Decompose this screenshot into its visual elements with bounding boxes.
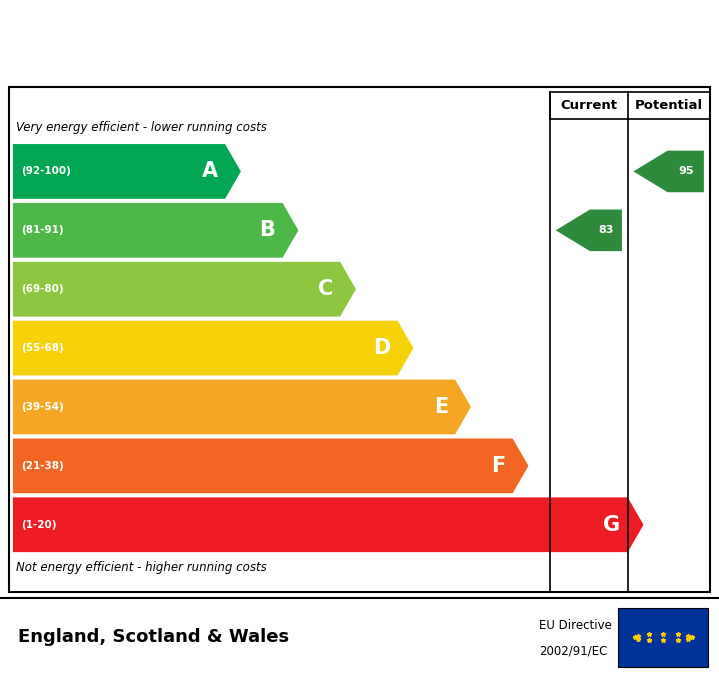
Polygon shape	[13, 262, 356, 316]
Text: E: E	[434, 397, 448, 417]
Text: (39-54): (39-54)	[22, 402, 64, 412]
Text: (92-100): (92-100)	[22, 166, 71, 176]
Text: England, Scotland & Wales: England, Scotland & Wales	[18, 628, 289, 646]
Text: G: G	[603, 514, 620, 535]
Text: 2002/91/EC: 2002/91/EC	[539, 645, 608, 658]
Polygon shape	[13, 439, 528, 493]
Text: Potential: Potential	[635, 99, 702, 112]
Text: (1-20): (1-20)	[22, 520, 57, 530]
Bar	[618, 608, 708, 667]
Text: Energy Efficiency Rating: Energy Efficiency Rating	[18, 28, 420, 55]
Polygon shape	[13, 144, 241, 199]
Text: C: C	[318, 279, 333, 299]
Text: Current: Current	[560, 99, 618, 112]
Polygon shape	[556, 210, 622, 251]
Text: (69-80): (69-80)	[22, 284, 64, 294]
Polygon shape	[633, 151, 704, 192]
Polygon shape	[13, 320, 413, 375]
Text: F: F	[491, 456, 505, 476]
Text: Very energy efficient - lower running costs: Very energy efficient - lower running co…	[16, 122, 267, 135]
Text: Not energy efficient - higher running costs: Not energy efficient - higher running co…	[16, 560, 267, 574]
Text: (81-91): (81-91)	[22, 225, 64, 235]
Text: B: B	[260, 220, 275, 240]
Text: 95: 95	[678, 166, 694, 176]
Text: EU Directive: EU Directive	[539, 619, 612, 632]
Text: A: A	[202, 162, 218, 181]
Polygon shape	[13, 380, 471, 435]
Text: (55-68): (55-68)	[22, 343, 64, 353]
Text: (21-38): (21-38)	[22, 461, 64, 471]
Polygon shape	[13, 498, 644, 552]
Polygon shape	[13, 203, 298, 258]
Text: 83: 83	[598, 225, 613, 235]
Text: D: D	[373, 338, 390, 358]
